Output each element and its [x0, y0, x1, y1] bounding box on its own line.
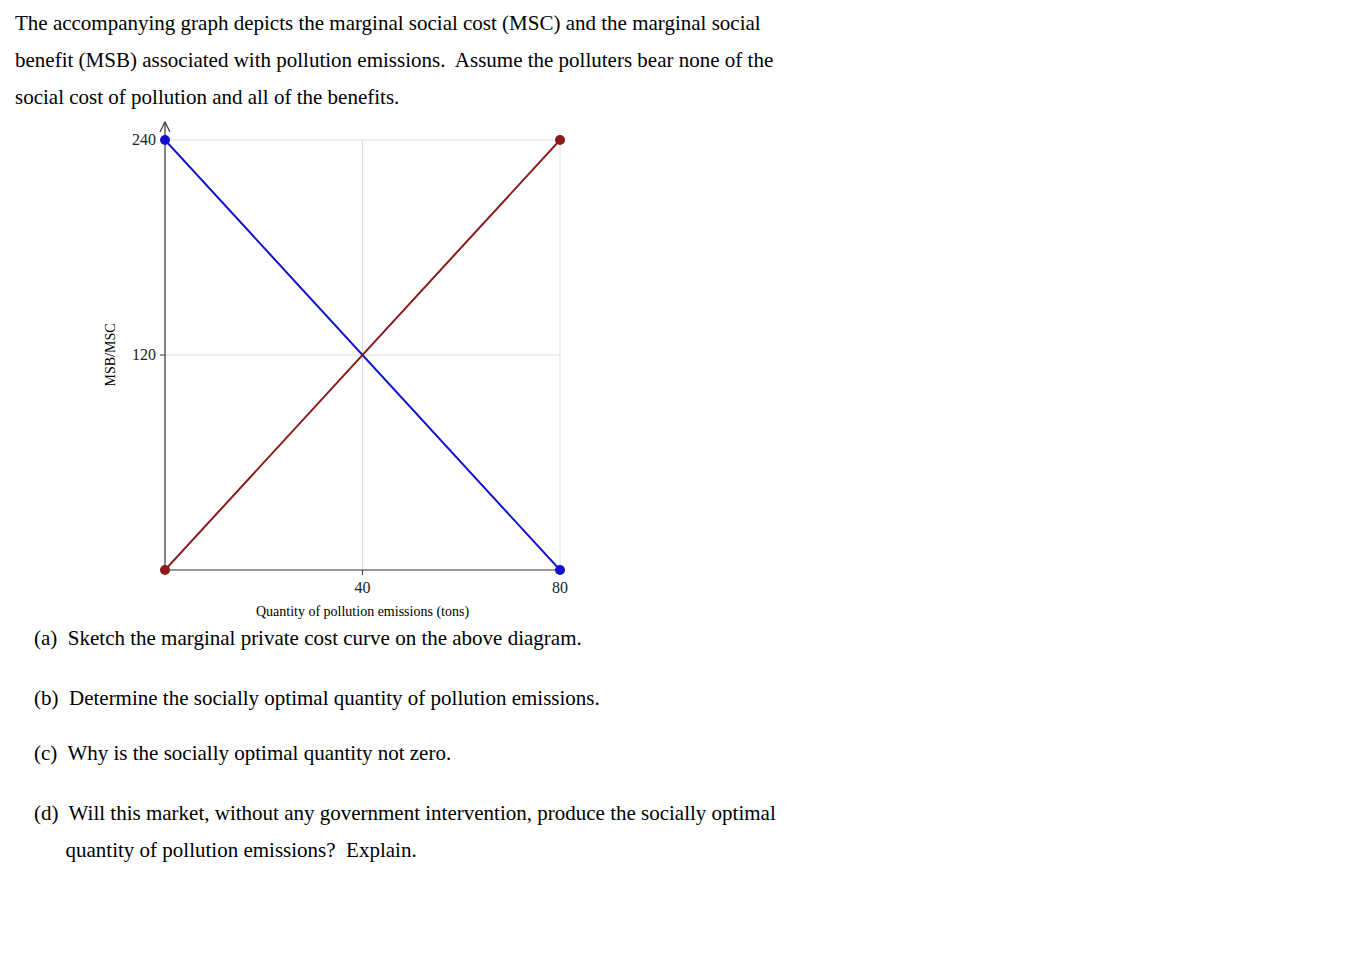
- question-line: quantity of pollution emissions? Explain…: [34, 838, 417, 862]
- x-axis-label: Quantity of pollution emissions (tons): [256, 604, 469, 620]
- endpoint-dot: [555, 135, 565, 145]
- markers: [160, 135, 565, 575]
- series-line: [165, 140, 560, 570]
- series-line: [165, 140, 560, 570]
- y-tick-label: 240: [132, 131, 156, 148]
- endpoint-dot: [160, 135, 170, 145]
- endpoint-dot: [160, 565, 170, 575]
- background: [0, 0, 1354, 968]
- question-line: (c) Why is the socially optimal quantity…: [34, 741, 451, 765]
- title-line: benefit (MSB) associated with pollution …: [15, 48, 773, 72]
- question-line: (d) Will this market, without any govern…: [34, 801, 776, 825]
- endpoint-dot: [555, 565, 565, 575]
- title-line: The accompanying graph depicts the margi…: [15, 11, 761, 35]
- x-tick-label: 80: [552, 579, 568, 596]
- x-tick-label: 40: [355, 579, 371, 596]
- grid-line-y: [165, 140, 560, 141]
- title: The accompanying graph depicts the margi…: [15, 11, 773, 109]
- questions: (a) Sketch the marginal private cost cur…: [34, 626, 776, 862]
- y-tick: [160, 355, 165, 356]
- y-axis-label: MSB/MSC: [103, 323, 118, 386]
- lines: [165, 140, 560, 570]
- question-line: (b) Determine the socially optimal quant…: [34, 686, 600, 710]
- x-tick: [362, 570, 363, 575]
- question-line: (a) Sketch the marginal private cost cur…: [34, 626, 582, 650]
- axes: 40 80 120 240: [132, 122, 568, 596]
- title-line: social cost of pollution and all of the …: [15, 85, 399, 109]
- chart: The accompanying graph depicts the margi…: [0, 0, 1354, 968]
- y-tick-label: 120: [132, 346, 156, 363]
- grid: [165, 140, 560, 570]
